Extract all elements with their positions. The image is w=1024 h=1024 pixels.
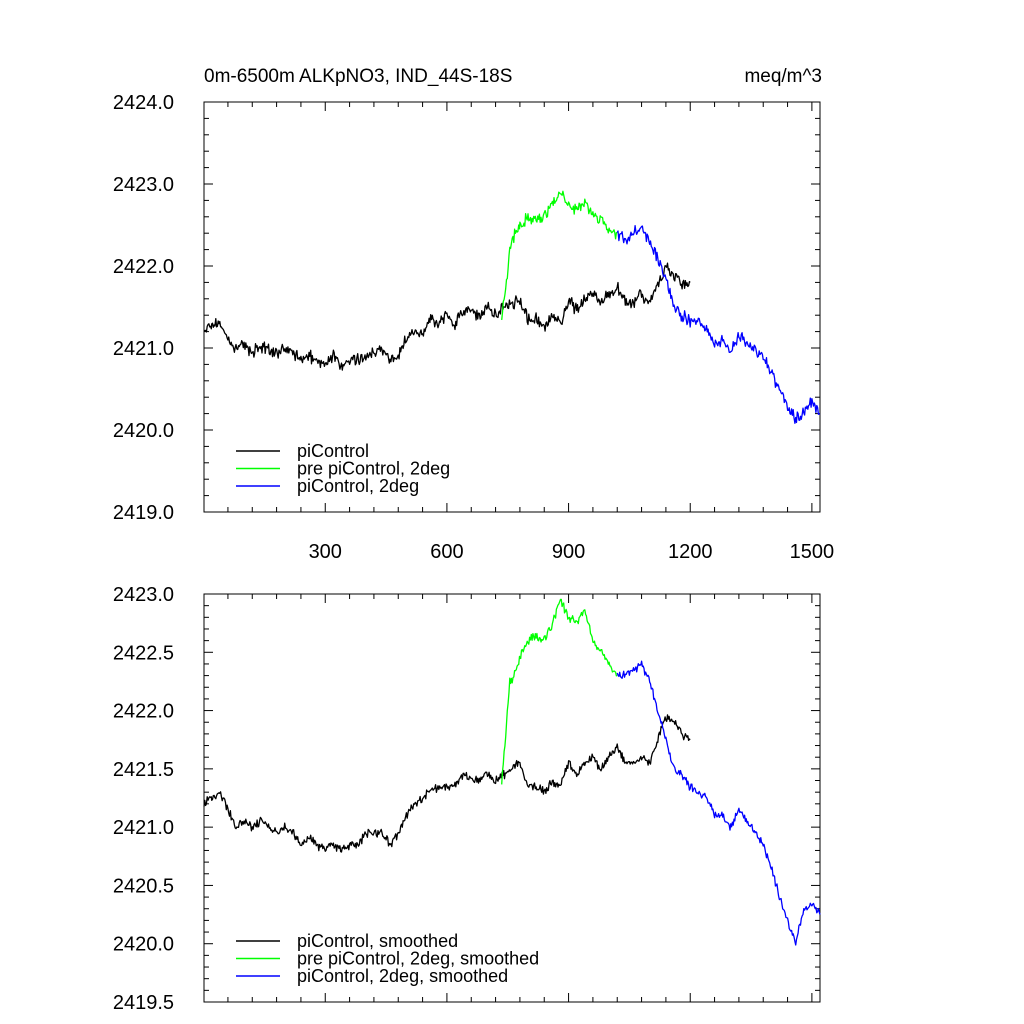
x-tick-label: 1200 <box>668 541 713 563</box>
x-tick-label: 300 <box>309 541 342 563</box>
chart-title: 0m-6500m ALKpNO3, IND_44S-18S <box>204 66 512 87</box>
x-tick-label: 900 <box>552 541 585 563</box>
legend-label: piControl, 2deg <box>297 476 419 496</box>
y-tick-label: 2422.0 <box>113 256 174 278</box>
units-label: meq/m^3 <box>744 66 822 87</box>
y-tick-label: 2421.0 <box>113 338 174 360</box>
x-tick-label: 1500 <box>790 541 835 563</box>
series-line <box>501 190 618 320</box>
series-line <box>203 714 691 853</box>
y-tick-label: 2420.0 <box>113 420 174 442</box>
y-tick-label: 2424.0 <box>113 92 174 114</box>
legend-label: pre piControl, 2deg, smoothed <box>297 949 539 969</box>
y-tick-label: 2422.0 <box>113 701 174 723</box>
y-tick-label: 2423.0 <box>113 584 174 606</box>
y-tick-label: 2422.5 <box>113 642 174 664</box>
legend-label: piControl <box>297 441 369 461</box>
series-line <box>616 225 821 424</box>
series-line <box>203 262 691 371</box>
y-tick-label: 2420.0 <box>113 934 174 956</box>
y-tick-label: 2419.0 <box>113 502 174 524</box>
plot-frame <box>203 593 821 1003</box>
series-line <box>616 660 821 946</box>
x-tick-label: 600 <box>430 541 463 563</box>
legend-label: piControl, smoothed <box>297 931 458 951</box>
y-tick-label: 2419.5 <box>113 992 174 1014</box>
series-line <box>501 598 618 785</box>
bottom-panel: 2419.5 2420.0 2420.5 2421.0 2421.5 2422.0 2422… <box>113 584 821 1014</box>
y-tick-label: 2423.0 <box>113 174 174 196</box>
y-tick-label: 2420.5 <box>113 875 174 897</box>
legend-label: piControl, 2deg, smoothed <box>297 966 508 986</box>
top-panel: 2419.0 2420.0 2421.0 2422.0 2423.0 2424.0 300 6… <box>113 92 834 563</box>
plot-frame <box>203 101 821 513</box>
y-tick-label: 2421.0 <box>113 817 174 839</box>
y-tick-label: 2421.5 <box>113 759 174 781</box>
legend-label: pre piControl, 2deg <box>297 459 450 479</box>
